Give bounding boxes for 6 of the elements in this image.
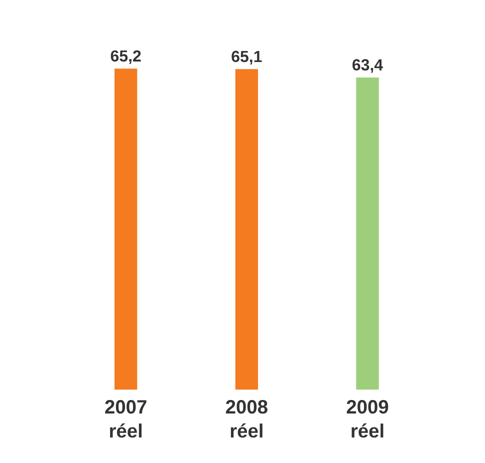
x-tick-label: 2009 réel bbox=[346, 400, 388, 438]
data-label: 65,1 bbox=[232, 50, 262, 64]
x-tick-label: 2007 réel bbox=[105, 400, 146, 438]
data-label: 65,2 bbox=[110, 50, 141, 64]
x-tick-label: 2008 réel bbox=[226, 400, 268, 438]
data-label: 63,4 bbox=[352, 59, 383, 73]
